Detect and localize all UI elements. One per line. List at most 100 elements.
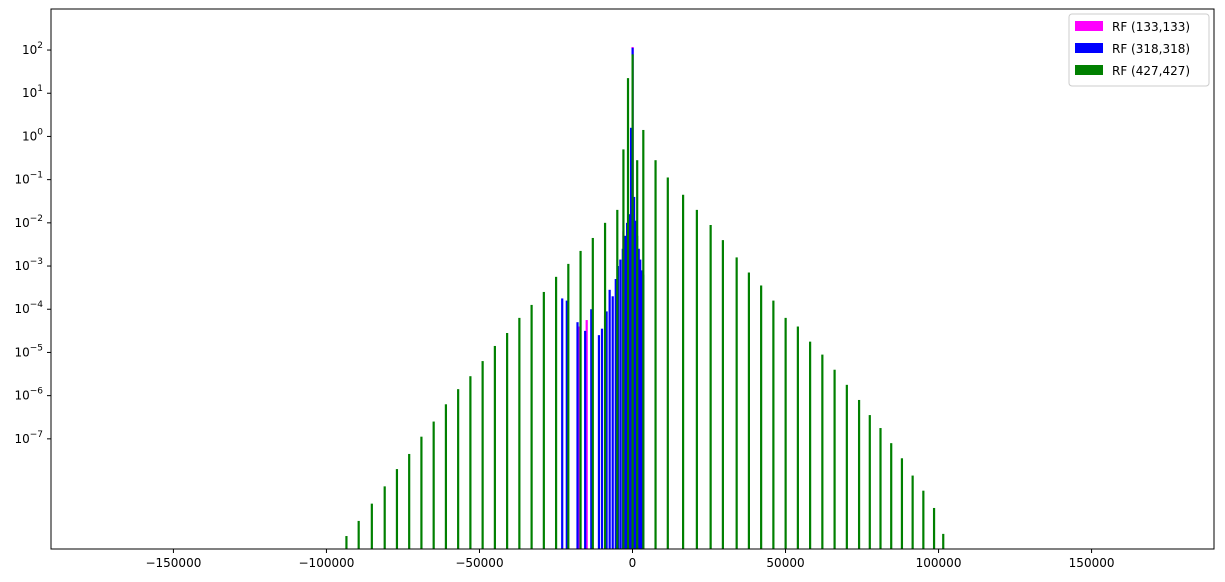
bar [833, 369, 836, 549]
bar [642, 129, 645, 549]
bar [922, 490, 925, 549]
bar [628, 214, 631, 549]
bar [622, 149, 625, 549]
bar [637, 248, 640, 549]
bar [584, 330, 587, 549]
legend: RF (133,133) RF (318,318) RF (427,427) [1068, 13, 1210, 87]
bar [626, 78, 630, 550]
bar [616, 209, 619, 549]
bar [796, 326, 799, 549]
y-tick-label: 10−6 [14, 387, 43, 403]
bar [493, 345, 496, 549]
bar [623, 235, 627, 550]
bar [721, 240, 724, 549]
bar [631, 54, 634, 550]
bar [554, 276, 558, 549]
bar [469, 376, 472, 549]
bar [383, 486, 386, 549]
bar [565, 300, 568, 549]
legend-swatch [1075, 21, 1103, 31]
bar [408, 453, 411, 549]
bar [900, 458, 904, 549]
bar [666, 177, 669, 550]
bar [370, 503, 373, 549]
bar [809, 341, 812, 549]
y-tick-label: 10−1 [14, 171, 43, 187]
bar [932, 507, 936, 549]
legend-item: RF (318,318) [1075, 42, 1190, 56]
legend-swatch [1075, 43, 1103, 53]
y-tick-label: 10−4 [14, 300, 43, 316]
y-tick-label: 10−7 [14, 430, 43, 446]
bar [457, 389, 460, 549]
bar [747, 272, 750, 549]
bar [432, 421, 435, 549]
bar [605, 311, 608, 549]
y-tick-label: 10−5 [14, 343, 43, 359]
bar [530, 304, 533, 549]
bar [890, 443, 893, 549]
x-tick-label: 50000 [766, 556, 804, 570]
bar [567, 263, 570, 549]
legend-label: RF (133,133) [1112, 20, 1190, 34]
legend-item: RF (133,133) [1075, 20, 1190, 34]
bar [395, 469, 399, 549]
legend-item: RF (427,427) [1075, 64, 1190, 78]
series-2 [345, 54, 945, 550]
y-tick-label: 101 [22, 84, 43, 100]
y-tick-label: 10−3 [14, 257, 43, 273]
bar [695, 209, 698, 549]
bar [634, 220, 637, 549]
x-tick-label: −50000 [455, 556, 503, 570]
bar [611, 296, 614, 549]
bar [911, 475, 914, 549]
bar [784, 317, 787, 549]
bar [821, 354, 824, 549]
bar [420, 436, 423, 549]
x-tick-label: 0 [629, 556, 637, 570]
bar [345, 536, 348, 549]
bar [879, 428, 882, 549]
x-tick-label: 100000 [916, 556, 962, 570]
bar [579, 250, 582, 550]
bar [709, 225, 712, 549]
bar [640, 270, 643, 549]
bar [636, 160, 639, 549]
bar [576, 322, 579, 549]
x-axis: −150000 −100000 −50000 0 50000 100000 150000 [145, 549, 1114, 570]
bar [772, 300, 775, 549]
bar [614, 279, 617, 549]
bar [629, 127, 633, 550]
legend-label: RF (318,318) [1112, 42, 1190, 56]
y-tick-label: 100 [22, 127, 43, 143]
x-tick-label: 150000 [1069, 556, 1115, 570]
bar [619, 259, 622, 549]
bar [760, 285, 763, 549]
bar [603, 222, 607, 549]
legend-label: RF (427,427) [1112, 64, 1190, 78]
bar [654, 160, 657, 549]
y-axis: 102 101 100 10−1 10−2 10−3 10−4 10−5 10−6 10−7 [14, 41, 51, 446]
bar [590, 309, 593, 549]
bar [608, 289, 611, 549]
bar [868, 415, 871, 549]
bar [633, 196, 636, 550]
bar [444, 404, 448, 549]
bar [481, 361, 484, 549]
bar [542, 291, 545, 549]
legend-frame [1068, 13, 1210, 87]
bar [506, 333, 509, 549]
y-tick-label: 10−2 [14, 214, 43, 230]
bar [561, 298, 564, 549]
legend-swatch [1075, 65, 1103, 75]
bar [735, 257, 738, 549]
bar [639, 259, 642, 549]
x-tick-label: −150000 [145, 556, 201, 570]
bar [585, 320, 588, 549]
bar [845, 384, 848, 549]
x-tick-label: −100000 [299, 556, 355, 570]
bar [857, 399, 861, 549]
bar [682, 194, 685, 549]
bar [591, 237, 594, 549]
